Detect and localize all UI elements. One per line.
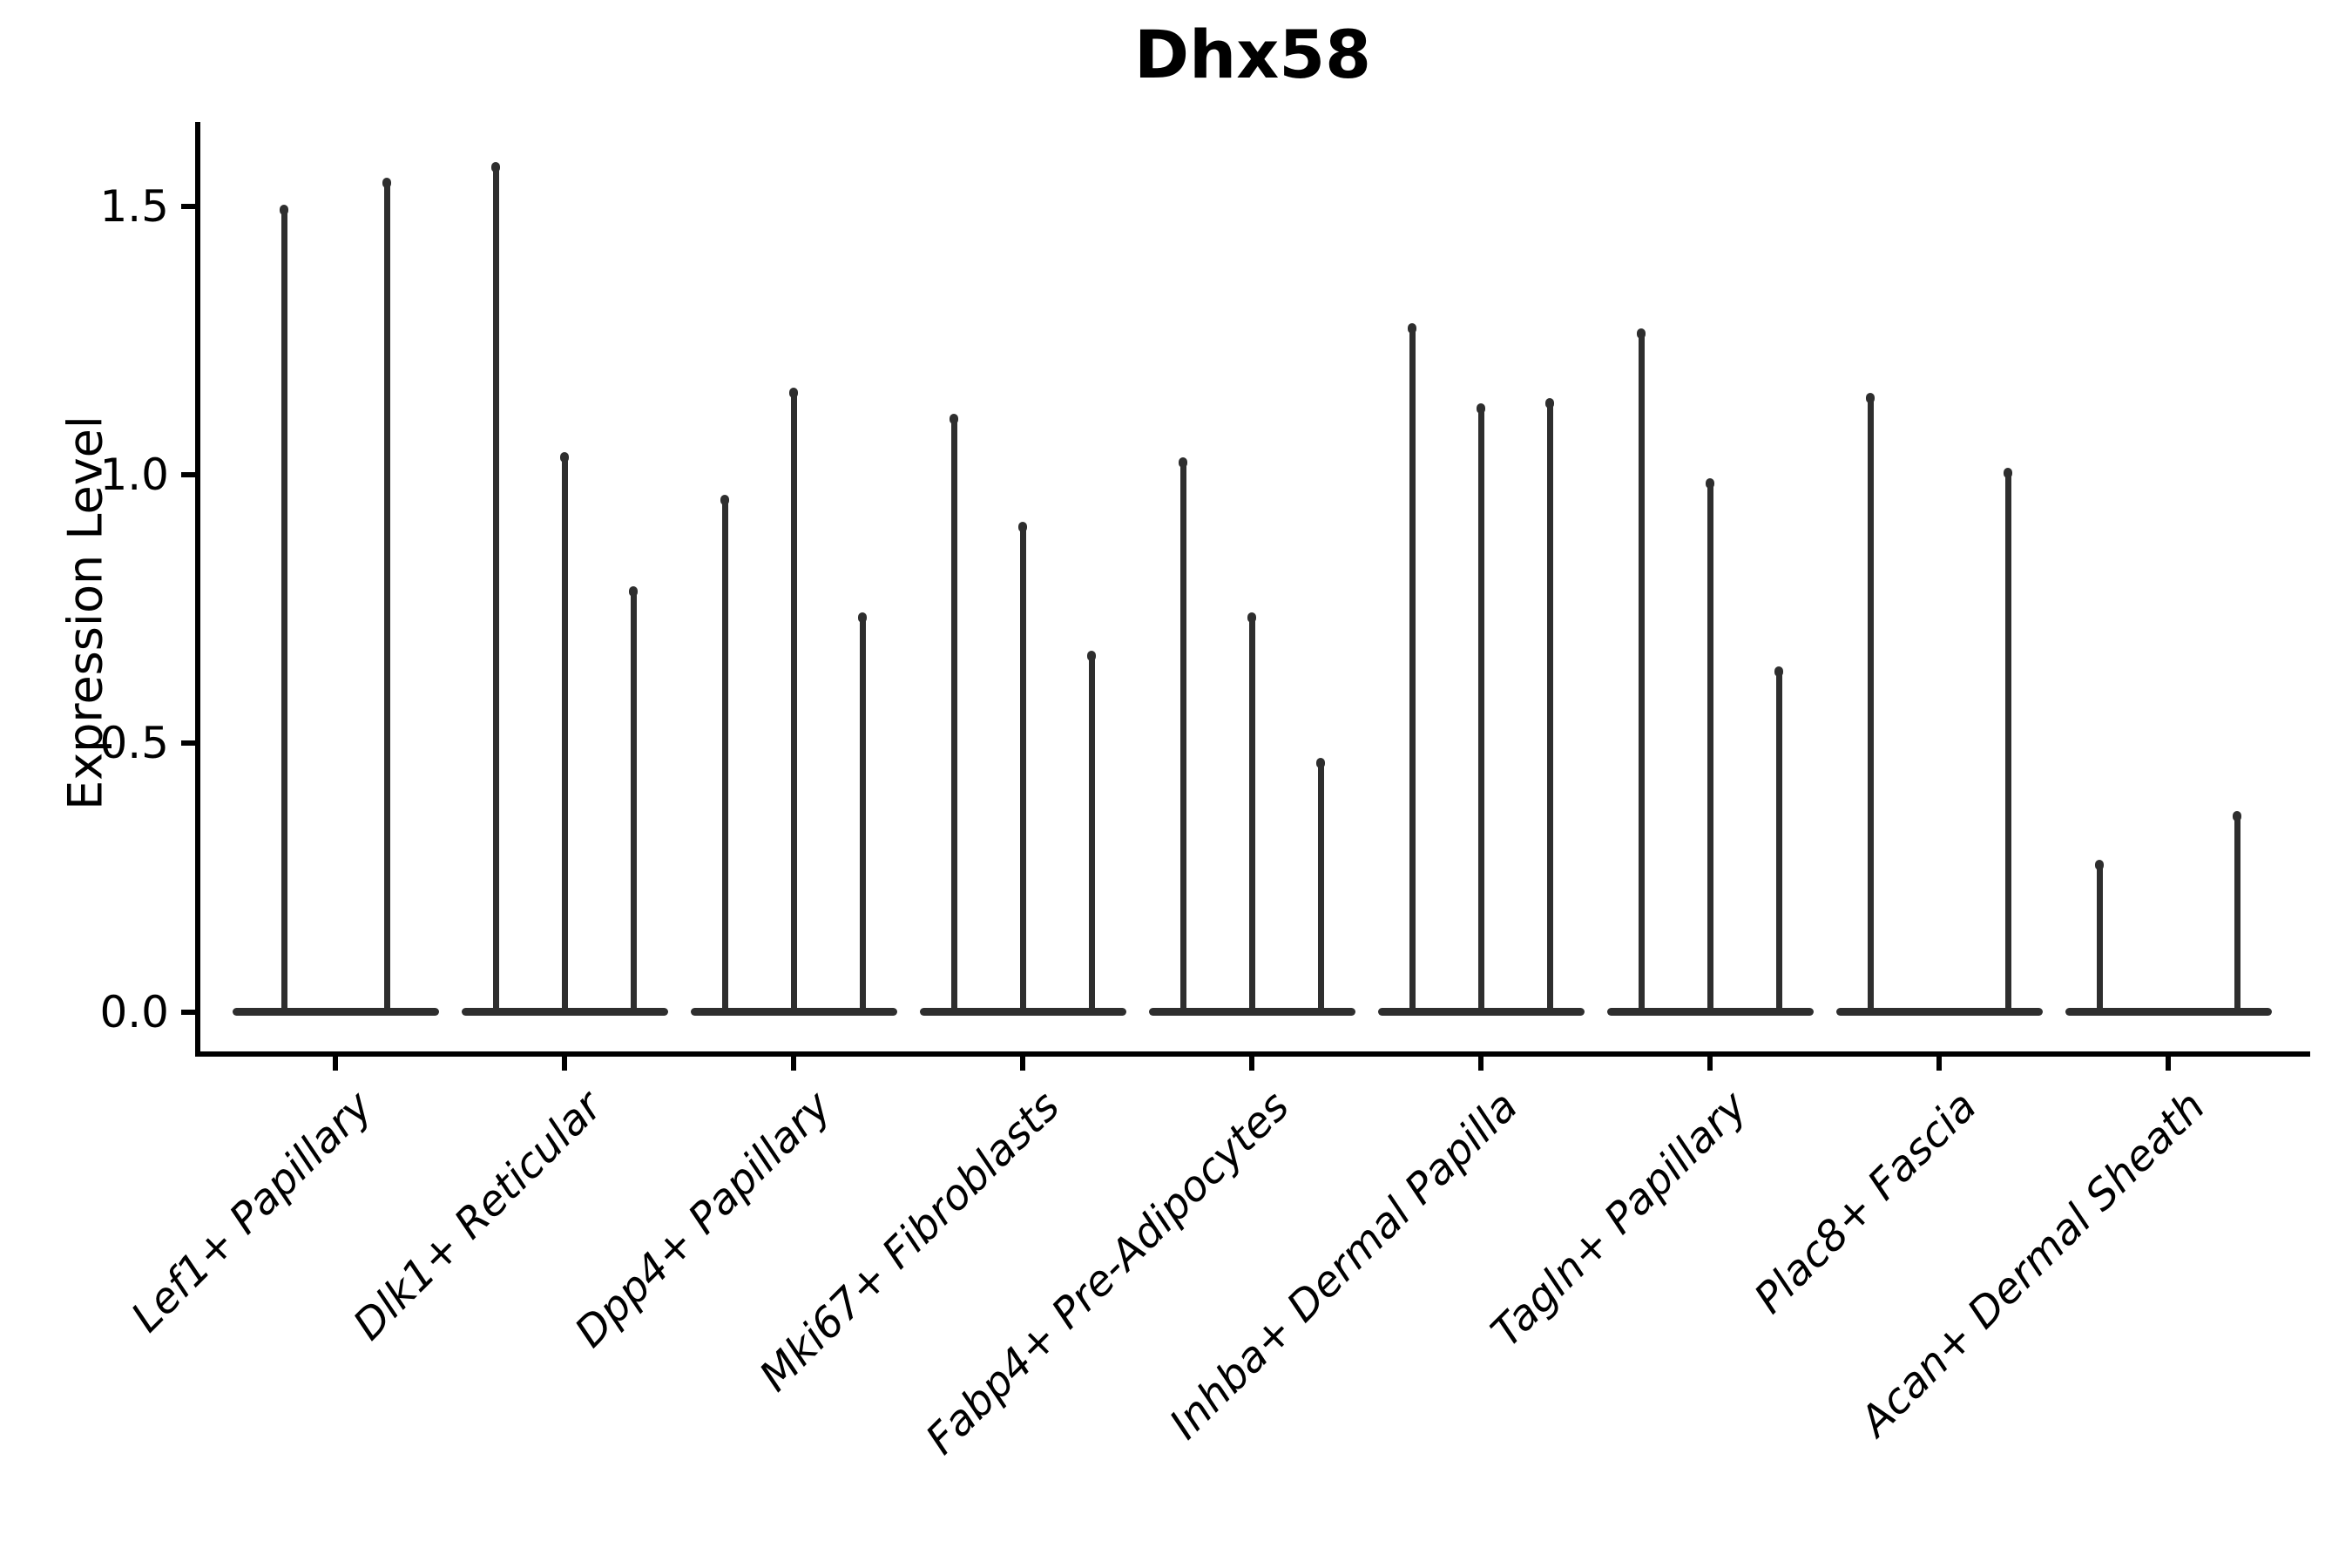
violin-spike-tip — [1408, 322, 1416, 334]
violin-spike-tip — [1018, 521, 1027, 532]
y-tick-mark — [181, 204, 196, 210]
violin-spike — [1248, 614, 1255, 1012]
y-axis-label: Expression Level — [57, 416, 113, 810]
violin-spike — [721, 496, 728, 1012]
violin-spike-tip — [950, 414, 958, 425]
x-tick-label: Dlk1+ Reticular — [343, 1082, 612, 1350]
x-tick-label: Fabp4+ Pre-Adipocytes — [916, 1082, 1299, 1464]
violin-body — [2065, 1008, 2272, 1016]
violin-spike — [1409, 324, 1416, 1012]
violin-spike — [950, 416, 957, 1012]
violin-spike-tip — [1866, 392, 1875, 403]
violin-body — [232, 1008, 439, 1016]
x-tick-mark — [1478, 1054, 1484, 1071]
violin-body — [1835, 1008, 2043, 1016]
violin-spike — [280, 206, 287, 1012]
y-tick-label: 0.5 — [99, 718, 169, 769]
violin-spike-tip — [789, 387, 798, 398]
violin-spike — [1317, 759, 1324, 1012]
x-tick-label: Tagln+ Papillary — [1482, 1082, 1757, 1357]
y-axis-spine — [195, 122, 200, 1057]
x-tick-mark — [1249, 1054, 1254, 1071]
violin-spike-tip — [1545, 397, 1554, 409]
violin-spike-tip — [1774, 666, 1783, 678]
violin-body — [1377, 1008, 1585, 1016]
y-tick-mark — [181, 472, 196, 478]
violin-spike — [1707, 480, 1713, 1012]
x-tick-label: Plac8+ Fascia — [1744, 1082, 1986, 1323]
violin-body — [690, 1008, 897, 1016]
y-tick-mark — [181, 1009, 196, 1015]
violin-spike-tip — [1247, 612, 1256, 624]
violin-spike-tip — [2004, 468, 2012, 479]
chart-title: Dhx58 — [1134, 16, 1371, 93]
violin-spike — [2004, 470, 2011, 1012]
violin-spike — [2096, 861, 2103, 1012]
violin-spike-tip — [382, 178, 391, 189]
violin-spike-tip — [1316, 757, 1325, 768]
x-tick-mark — [2166, 1054, 2171, 1071]
violin-spike — [1867, 394, 1874, 1012]
x-tick-mark — [1936, 1054, 1942, 1071]
y-tick-label: 1.0 — [99, 449, 169, 501]
violin-spike — [383, 179, 390, 1012]
x-tick-mark — [333, 1054, 338, 1071]
violin-spike-tip — [2095, 859, 2104, 870]
violin-spike — [1179, 458, 1186, 1012]
violin-spike — [492, 163, 499, 1012]
violin-spike-tip — [1477, 403, 1485, 415]
violin-body — [1606, 1008, 1814, 1016]
y-tick-label: 0.0 — [99, 986, 169, 1037]
violin-spike-tip — [1179, 456, 1187, 468]
violin-spike-tip — [1706, 478, 1714, 490]
y-tick-label: 1.5 — [99, 181, 169, 233]
violin-spike-tip — [1087, 650, 1096, 661]
violin-spike-tip — [280, 205, 288, 216]
violin-spike — [2234, 813, 2240, 1012]
violin-spike — [790, 389, 797, 1012]
violin-spike — [1019, 523, 1026, 1012]
x-tick-label: Dpp4+ Papillary — [565, 1082, 841, 1357]
violin-spike-tip — [858, 612, 867, 624]
violin-spike — [561, 453, 568, 1012]
violin-spike — [1638, 329, 1645, 1012]
violin-body — [461, 1008, 668, 1016]
violin-spike — [630, 587, 637, 1012]
x-tick-mark — [562, 1054, 567, 1071]
violin-spike-tip — [629, 585, 638, 597]
violin-spike — [1477, 405, 1484, 1012]
violin-spike-tip — [560, 451, 569, 463]
violin-spike — [1775, 668, 1782, 1012]
y-tick-mark — [181, 740, 196, 747]
violin-spike — [859, 614, 866, 1012]
x-tick-label: Lef1+ Papillary — [122, 1082, 382, 1342]
violin-spike-tip — [491, 161, 500, 172]
x-tick-mark — [791, 1054, 796, 1071]
x-tick-mark — [1020, 1054, 1025, 1071]
violin-spike-tip — [1637, 328, 1646, 339]
violin-body — [1148, 1008, 1355, 1016]
x-tick-mark — [1707, 1054, 1713, 1071]
violin-spike-tip — [720, 494, 729, 505]
violin-body — [919, 1008, 1126, 1016]
violin-spike — [1088, 652, 1095, 1012]
violin-spike-tip — [2233, 811, 2241, 822]
violin-spike — [1546, 399, 1553, 1012]
